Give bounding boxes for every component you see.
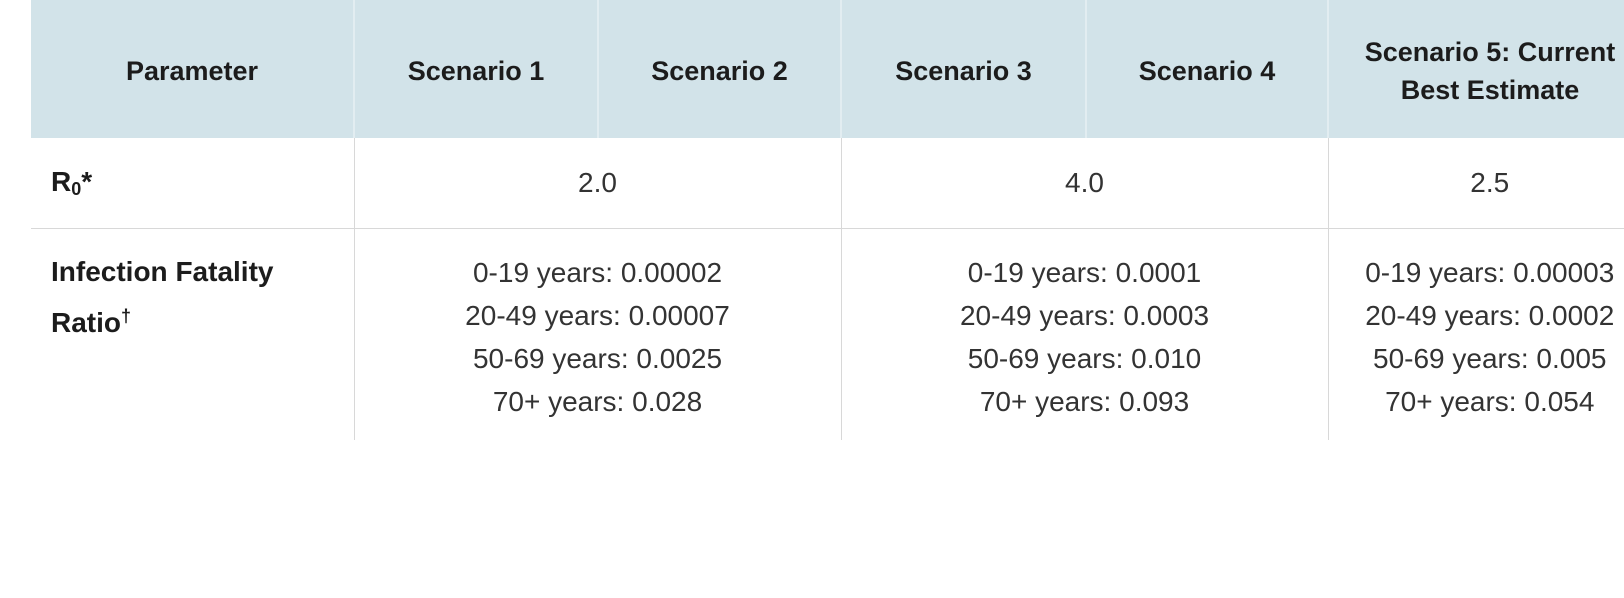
row-label-ifr: Infection Fatality Ratio† bbox=[31, 228, 354, 440]
ifr-s34-age-20-49: 20-49 years: 0.0003 bbox=[959, 299, 1210, 331]
ifr-label-text: Ratio bbox=[51, 306, 121, 338]
header-scenario-5-line-1: Scenario 5: Current bbox=[1364, 37, 1616, 68]
r0-value-scenarios-3-4: 4.0 bbox=[840, 138, 1328, 229]
header-scenario-2: Scenario 2 bbox=[597, 0, 841, 138]
ifr-s5-age-70-plus: 70+ years: 0.054 bbox=[1385, 385, 1595, 417]
ifr-s5-age-50-69: 50-69 years: 0.005 bbox=[1373, 342, 1607, 374]
header-scenario-1: Scenario 1 bbox=[353, 0, 598, 138]
table-row-r0: R0* 2.0 4.0 2.5 bbox=[31, 138, 1624, 229]
r0-value-scenario-5: 2.5 bbox=[1327, 138, 1624, 229]
ifr-s12-age-20-49: 20-49 years: 0.00007 bbox=[465, 299, 730, 331]
r0-value-scenarios-1-2: 2.0 bbox=[353, 138, 841, 229]
header-scenario-4: Scenario 4 bbox=[1085, 0, 1328, 138]
scenario-parameters-table: Parameter Scenario 1 Scenario 2 Scenario… bbox=[31, 0, 1624, 440]
ifr-s34-age-0-19: 0-19 years: 0.0001 bbox=[967, 256, 1202, 288]
r0-label-base: R bbox=[51, 165, 72, 197]
table-row-ifr: Infection Fatality Ratio† 0-19 years: 0.… bbox=[31, 228, 1624, 440]
r0-label-subscript: 0 bbox=[71, 178, 82, 199]
ifr-s12-age-70-plus: 70+ years: 0.028 bbox=[492, 385, 703, 417]
r0-footnote-mark: * bbox=[81, 165, 93, 197]
header-row: Parameter Scenario 1 Scenario 2 Scenario… bbox=[31, 0, 1624, 138]
row-label-r0: R0* bbox=[31, 138, 354, 229]
header-parameter: Parameter bbox=[31, 0, 354, 138]
ifr-values-scenarios-3-4: 0-19 years: 0.0001 20-49 years: 0.0003 5… bbox=[840, 228, 1328, 440]
ifr-s34-age-70-plus: 70+ years: 0.093 bbox=[979, 385, 1190, 417]
table-header: Parameter Scenario 1 Scenario 2 Scenario… bbox=[31, 0, 1624, 138]
ifr-label-line-2: Ratio† bbox=[51, 294, 342, 345]
ifr-s5-age-0-19: 0-19 years: 0.00003 bbox=[1365, 256, 1615, 288]
ifr-s5-age-20-49: 20-49 years: 0.0002 bbox=[1365, 299, 1615, 331]
ifr-s12-age-50-69: 50-69 years: 0.0025 bbox=[472, 342, 723, 374]
scenario-parameters-table-container: Parameter Scenario 1 Scenario 2 Scenario… bbox=[31, 0, 1624, 440]
header-scenario-5: Scenario 5: Current Best Estimate bbox=[1327, 0, 1624, 138]
ifr-values-scenario-5: 0-19 years: 0.00003 20-49 years: 0.0002 … bbox=[1327, 228, 1624, 440]
ifr-s12-age-0-19: 0-19 years: 0.00002 bbox=[472, 256, 723, 288]
ifr-values-scenarios-1-2: 0-19 years: 0.00002 20-49 years: 0.00007… bbox=[353, 228, 841, 440]
ifr-footnote-mark: † bbox=[121, 305, 132, 326]
header-scenario-3: Scenario 3 bbox=[840, 0, 1086, 138]
header-scenario-5-line-2: Best Estimate bbox=[1400, 75, 1580, 105]
ifr-s34-age-50-69: 50-69 years: 0.010 bbox=[967, 342, 1202, 374]
table-body: R0* 2.0 4.0 2.5 Infection Fatality Ratio… bbox=[31, 138, 1624, 440]
ifr-label-line-1: Infection Fatality bbox=[51, 255, 274, 287]
